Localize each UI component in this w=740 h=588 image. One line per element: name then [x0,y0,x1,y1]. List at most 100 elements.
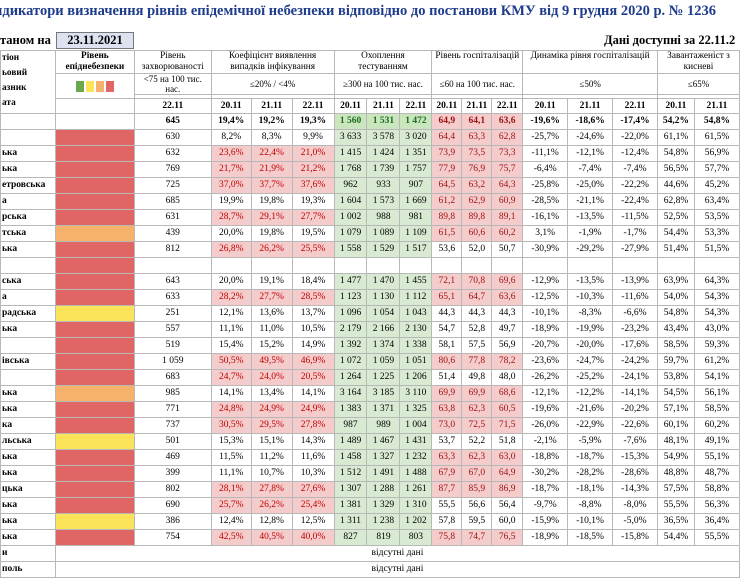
coef-value: 12,1% [210,305,252,322]
dyn-value: -5,9% [567,433,614,450]
dyn-value: -22,6% [612,417,658,434]
hosp-value: 64,7 [461,289,493,306]
dyn-value: -1,9% [567,225,614,242]
coef-value: 15,1% [250,433,293,450]
hosp-value: 73,5 [461,145,493,162]
testing-value: 1 310 [399,497,433,514]
region-name: ка [0,417,56,434]
testing-value: 1 351 [399,145,433,162]
testing-value: 1 096 [333,305,368,322]
hosp-threshold-text: ≤60 на 100 тис. нас. [439,79,515,89]
coef-header-text: Коефіцієнт виявлення випадків інфікуванн… [229,51,317,73]
dyn-value: -12,9% [522,273,569,290]
region-name: ька [0,385,56,402]
dyn-value: -18,9% [522,321,569,338]
hosp-value: 63,8 [431,401,463,418]
dyn-value: -15,3% [612,449,658,466]
load-value: 54,8% [693,113,740,130]
coef-value: 19,1% [250,273,293,290]
coef-value: 9,9% [291,129,335,146]
dyn-value: -25,7% [522,129,569,146]
hosp-value: 58,1 [431,337,463,354]
region-name: и [0,545,56,562]
legend-orange-swatch [95,80,104,92]
incidence-value: 683 [133,369,212,386]
hosp-value: 57,5 [461,337,493,354]
load-value: 54,9% [656,449,695,466]
dyn-header: Динаміка рівня госпіталізацій [522,50,658,74]
table-row: 519 15,4% 15,2% 14,9% 1 392 1 374 1 338 58,1 57,… [0,337,740,354]
region-name: ька [0,497,56,514]
dyn-value: -25,2% [567,369,614,386]
dyn-value: -13,5% [567,209,614,226]
dyn-value: -28,5% [522,193,569,210]
coef-value: 24,0% [250,369,293,386]
level-cell [54,369,135,386]
dyn-value: -13,9% [612,273,658,290]
load-value: 54,2% [656,113,695,130]
level-cell [54,257,135,274]
load-value: 51,5% [693,241,740,258]
table-row: ська 643 20,0% 19,1% 18,4% 1 477 1 470 1 455 72,… [0,273,740,290]
date-header: 21.11 [250,98,293,114]
dyn-value: -6,6% [612,305,658,322]
testing-value: 2 130 [399,321,433,338]
hosp-value: 69,6 [491,273,524,290]
coef-value: 28,1% [210,481,252,498]
hosp-value: 55,5 [431,497,463,514]
load-value: 52,5% [656,209,695,226]
coef-value: 15,4% [210,337,252,354]
coef-value: 24,7% [210,369,252,386]
hosp-value: 73,3 [491,145,524,162]
dyn-value: -30,2% [522,465,569,482]
dyn-value: -23,6% [522,353,569,370]
hosp-value: 76,5 [491,529,524,546]
region-name: ька [0,321,56,338]
coef-value: 14,9% [291,337,335,354]
coef-value: 27,7% [291,209,335,226]
level-header-text: Рівень епіднебезпеки [65,51,125,73]
hosp-value: 53,6 [431,241,463,258]
testing-value: 907 [399,177,433,194]
table-row: радська 251 12,1% 13,6% 13,7% 1 096 1 054 1 043… [0,305,740,322]
incidence-value: 399 [133,465,212,482]
date-header: 21.11 [567,98,614,114]
dyn-value: -9,7% [522,497,569,514]
testing-value: 1 768 [333,161,368,178]
load-value: 48,1% [656,433,695,450]
load-value: 57,1% [656,401,695,418]
region-name: ька [0,465,56,482]
hosp-value: 61,5 [431,225,463,242]
region-name: тська [0,225,56,242]
coef-value: 30,5% [210,417,252,434]
coef-value: 11,0% [250,321,293,338]
table-row [0,257,740,274]
dyn-value: -20,0% [567,337,614,354]
table-row: ька 754 42,5% 40,5% 40,0% 827 819 803 75,8 74,7 76… [0,529,740,546]
region-name: ька [0,145,56,162]
dyn-value: -19,6% [522,401,569,418]
testing-value: 1 424 [366,145,401,162]
testing-value: 1 381 [333,497,368,514]
dyn-value: -11,5% [612,209,658,226]
region-name: ська [0,273,56,290]
coef-value: 20,5% [291,369,335,386]
hosp-value [461,257,493,274]
hosp-value: 52,0 [461,241,493,258]
coef-value: 18,4% [291,273,335,290]
dyn-value: -22,4% [612,193,658,210]
coef-value: 25,4% [291,497,335,514]
load-value: 48,8% [656,465,695,482]
dyn-value: -28,6% [612,465,658,482]
coef-value: 14,3% [291,433,335,450]
table-row: рська 631 28,7% 29,1% 27,7% 1 002 988 981 89,8 89… [0,209,740,226]
hosp-value: 59,5 [461,513,493,530]
dyn-value: -24,1% [612,369,658,386]
incidence-value: 690 [133,497,212,514]
hosp-value: 60,0 [491,513,524,530]
testing-value: 1 051 [399,353,433,370]
dyn-value: -7,4% [567,161,614,178]
hosp-value: 51,4 [431,369,463,386]
dyn-value: -11,1% [522,145,569,162]
date-header: 22.11 [399,98,433,114]
